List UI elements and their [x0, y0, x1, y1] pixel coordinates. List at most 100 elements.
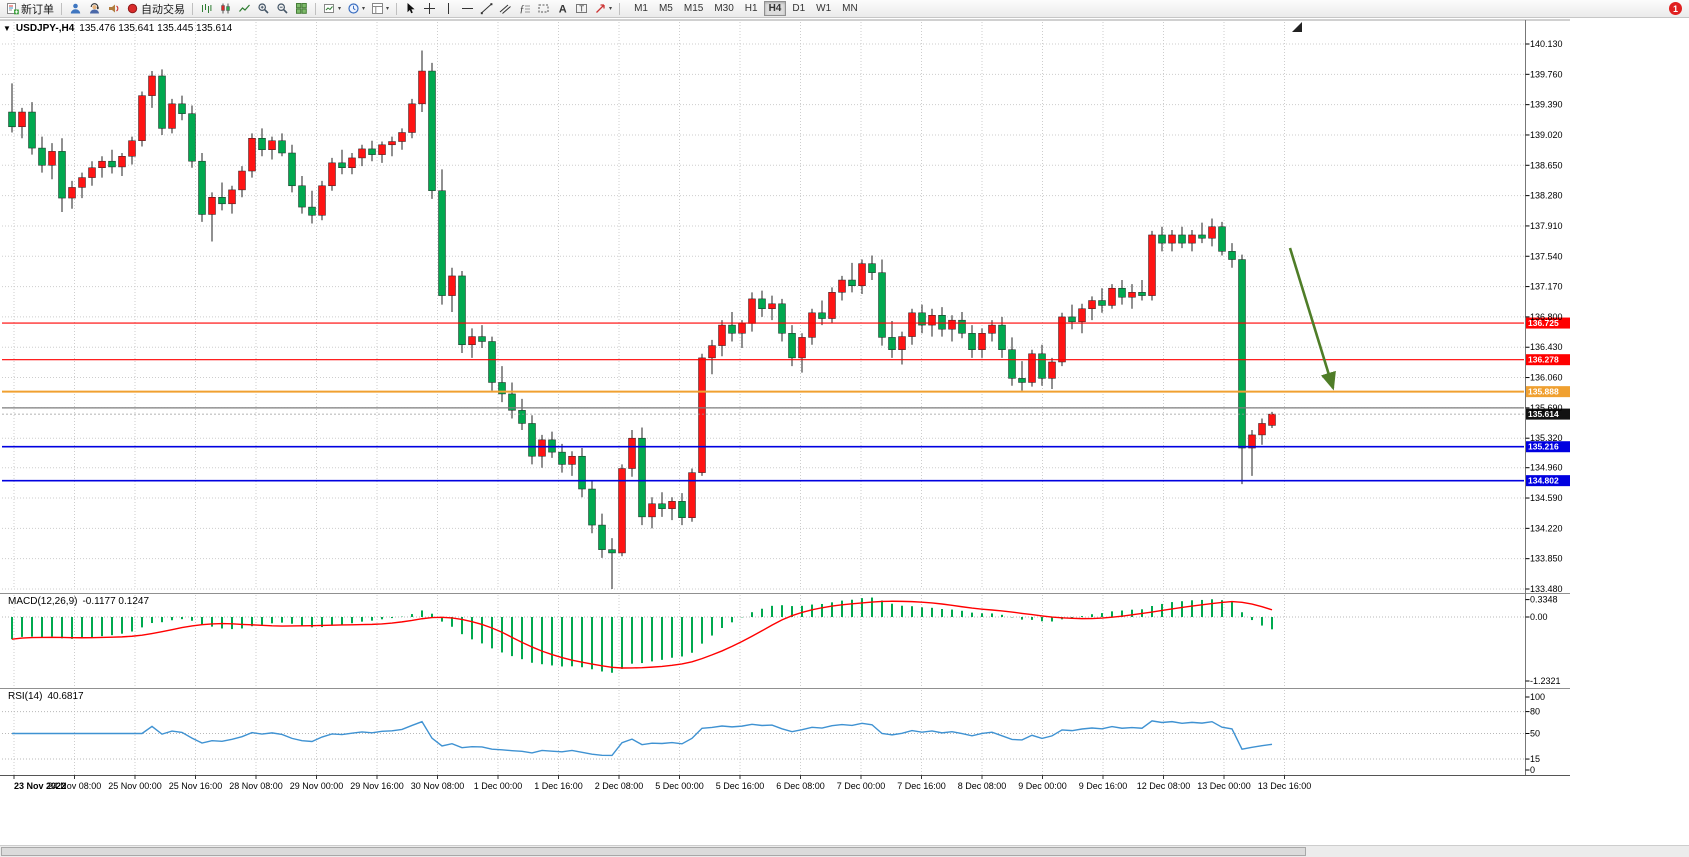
- timeframe-H4[interactable]: H4: [763, 1, 787, 16]
- crosshair-tool-button[interactable]: [420, 1, 439, 17]
- tile-windows-button[interactable]: [292, 1, 311, 17]
- svg-text:80: 80: [1530, 707, 1540, 717]
- line-chart-button[interactable]: [235, 1, 254, 17]
- candle: [848, 279, 856, 287]
- horizontal-scrollbar[interactable]: [0, 845, 1689, 857]
- channel-tool-button[interactable]: [496, 1, 515, 17]
- candle: [778, 303, 786, 334]
- cursor-tool-button[interactable]: [401, 1, 420, 17]
- timeframe-M30[interactable]: M30: [709, 1, 738, 16]
- price-tag: [1526, 386, 1570, 398]
- candle: [1158, 234, 1166, 244]
- zoom-out-button[interactable]: [273, 1, 292, 17]
- vertical-line-tool-button[interactable]: [439, 1, 458, 17]
- toolbar-separator: [61, 2, 62, 15]
- candle: [698, 357, 706, 473]
- bar-chart-icon: [202, 4, 212, 13]
- candle: [938, 315, 946, 330]
- svg-text:138.280: 138.280: [1530, 191, 1563, 201]
- candle: [578, 455, 586, 490]
- svg-text:139.760: 139.760: [1530, 69, 1563, 79]
- timeframe-D1[interactable]: D1: [787, 1, 810, 16]
- candle: [638, 437, 646, 518]
- svg-text:137.910: 137.910: [1530, 221, 1563, 231]
- svg-text:A: A: [559, 4, 567, 16]
- candle: [448, 275, 456, 296]
- svg-text:134.220: 134.220: [1530, 523, 1563, 533]
- candle: [338, 162, 346, 169]
- new-chart-button[interactable]: ▾: [320, 1, 344, 17]
- fibonacci-tool-button[interactable]: ƒ: [515, 1, 534, 17]
- templates-button[interactable]: ▾: [368, 1, 392, 17]
- candle: [1178, 234, 1186, 244]
- rsi-value: 40.6817: [47, 691, 84, 702]
- new-order-button[interactable]: 新订单: [3, 1, 57, 17]
- candle: [608, 549, 616, 554]
- autotrade-button[interactable]: 自动交易: [123, 1, 188, 17]
- text-label-icon: T: [576, 4, 588, 13]
- candle: [408, 103, 416, 133]
- support-button[interactable]: [85, 1, 104, 17]
- candle: [428, 70, 436, 191]
- candle: [1268, 413, 1276, 426]
- user-icon: [70, 3, 81, 14]
- symbol-dropdown-icon[interactable]: ▼: [3, 24, 11, 33]
- timeframe-M5[interactable]: M5: [654, 1, 678, 16]
- candle: [158, 75, 166, 129]
- candle: [818, 312, 826, 319]
- horizontal-line-tool-button[interactable]: [458, 1, 477, 17]
- candle: [668, 501, 676, 509]
- candle: [208, 197, 216, 215]
- notification-badge[interactable]: 1: [1669, 2, 1682, 15]
- svg-text:136.725: 136.725: [1528, 318, 1559, 328]
- svg-text:139.390: 139.390: [1530, 100, 1563, 110]
- candle: [1228, 251, 1236, 260]
- candle: [248, 137, 256, 172]
- svg-text:136.430: 136.430: [1530, 342, 1563, 352]
- label-tool-button[interactable]: T: [572, 1, 591, 17]
- candle: [1098, 300, 1106, 306]
- timeframe-M1[interactable]: M1: [629, 1, 653, 16]
- time-label: 23 Nov 2022: [14, 781, 66, 791]
- svg-text:0.3348: 0.3348: [1530, 595, 1558, 605]
- candle: [348, 157, 356, 169]
- candle: [488, 341, 496, 383]
- new-order-icon: [7, 3, 19, 15]
- timeframe-M15[interactable]: M15: [679, 1, 708, 16]
- timeframe-H1[interactable]: H1: [740, 1, 763, 16]
- arrows-tool-button[interactable]: ▾: [591, 1, 615, 17]
- candle: [628, 437, 636, 469]
- alerts-button[interactable]: [104, 1, 123, 17]
- zoom-in-button[interactable]: [254, 1, 273, 17]
- candle: [1248, 434, 1256, 449]
- svg-text:133.480: 133.480: [1530, 584, 1563, 594]
- candle: [188, 113, 196, 162]
- svg-text:ƒ: ƒ: [520, 4, 525, 15]
- rsi-name: RSI(14): [8, 691, 43, 702]
- time-label: 29 Nov 00:00: [290, 781, 344, 791]
- chart-canvas[interactable]: 136.725 136.278 135.888 135.216 134.802 135.6…: [0, 18, 1689, 800]
- svg-text:15: 15: [1530, 754, 1540, 764]
- candlestick-chart-button[interactable]: [216, 1, 235, 17]
- candle: [678, 501, 686, 518]
- trend-arrow-annotation[interactable]: [1288, 247, 1336, 391]
- timeframe-MN[interactable]: MN: [837, 1, 863, 16]
- candle: [398, 132, 406, 142]
- periods-button[interactable]: ▾: [344, 1, 368, 17]
- trendline-tool-button[interactable]: [477, 1, 496, 17]
- candle: [378, 144, 386, 155]
- text-tool-button[interactable]: A: [553, 1, 572, 17]
- candle: [1218, 226, 1226, 252]
- shapes-tool-button[interactable]: [534, 1, 553, 17]
- toolbar-separator: [192, 2, 193, 15]
- bar-chart-button[interactable]: [197, 1, 216, 17]
- candle: [358, 148, 366, 159]
- scroll-end-marker[interactable]: [1292, 22, 1302, 32]
- profile-button[interactable]: [66, 1, 85, 17]
- scrollbar-thumb[interactable]: [1, 847, 1306, 856]
- candle: [768, 303, 776, 309]
- candle: [878, 272, 886, 338]
- timeframe-W1[interactable]: W1: [811, 1, 836, 16]
- candle: [288, 152, 296, 187]
